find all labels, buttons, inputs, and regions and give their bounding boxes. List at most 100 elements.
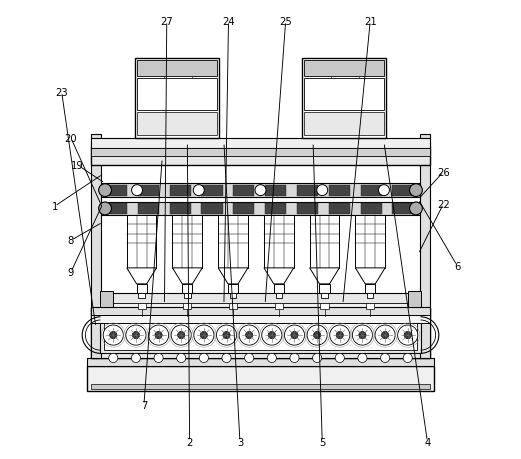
- Text: 27: 27: [160, 17, 173, 27]
- Bar: [137, 79, 217, 111]
- Bar: [275, 303, 283, 309]
- Circle shape: [403, 353, 412, 363]
- Bar: [101, 317, 420, 353]
- Bar: [366, 303, 375, 309]
- Polygon shape: [127, 268, 156, 284]
- Bar: [321, 293, 328, 299]
- Bar: [138, 185, 159, 196]
- Circle shape: [335, 353, 344, 363]
- Circle shape: [267, 353, 277, 363]
- Polygon shape: [172, 268, 202, 284]
- Circle shape: [290, 353, 299, 363]
- Polygon shape: [355, 268, 385, 284]
- Bar: [135, 58, 219, 138]
- Bar: [392, 203, 414, 214]
- Circle shape: [378, 185, 389, 196]
- Circle shape: [330, 325, 350, 345]
- Bar: [228, 284, 238, 294]
- Text: 25: 25: [279, 17, 292, 27]
- Circle shape: [314, 332, 321, 339]
- Text: 6: 6: [454, 261, 460, 271]
- Circle shape: [380, 353, 390, 363]
- Bar: [138, 203, 159, 214]
- Bar: [274, 284, 284, 294]
- Bar: [182, 284, 192, 294]
- Bar: [106, 185, 127, 196]
- Text: 21: 21: [364, 17, 377, 27]
- Bar: [264, 216, 294, 268]
- Bar: [367, 293, 374, 299]
- Circle shape: [268, 332, 276, 339]
- Circle shape: [154, 353, 163, 363]
- Bar: [361, 185, 382, 196]
- Circle shape: [98, 185, 111, 197]
- Bar: [91, 134, 102, 358]
- Circle shape: [410, 185, 423, 197]
- Circle shape: [200, 353, 208, 363]
- Bar: [329, 203, 350, 214]
- Circle shape: [244, 353, 254, 363]
- Bar: [137, 113, 217, 136]
- Text: 26: 26: [437, 168, 450, 178]
- Bar: [172, 216, 202, 268]
- Bar: [265, 203, 286, 214]
- Bar: [137, 61, 217, 77]
- Circle shape: [404, 332, 412, 339]
- Circle shape: [313, 353, 321, 363]
- Circle shape: [200, 332, 207, 339]
- Bar: [408, 291, 420, 307]
- Circle shape: [171, 325, 191, 345]
- Circle shape: [103, 325, 123, 345]
- Text: 23: 23: [55, 88, 68, 98]
- Bar: [137, 284, 146, 294]
- Polygon shape: [264, 268, 294, 284]
- Circle shape: [216, 325, 237, 345]
- Circle shape: [284, 325, 305, 345]
- Bar: [202, 203, 222, 214]
- Circle shape: [336, 332, 343, 339]
- Bar: [101, 291, 113, 307]
- Bar: [218, 216, 248, 268]
- Bar: [319, 284, 330, 294]
- Bar: [183, 303, 191, 309]
- Circle shape: [358, 353, 367, 363]
- Circle shape: [131, 353, 141, 363]
- Circle shape: [109, 353, 118, 363]
- Bar: [202, 185, 222, 196]
- Bar: [102, 303, 419, 308]
- Circle shape: [193, 185, 204, 196]
- Bar: [302, 58, 386, 138]
- Bar: [102, 184, 419, 197]
- Bar: [91, 307, 430, 316]
- Circle shape: [359, 332, 366, 339]
- Bar: [104, 320, 417, 350]
- Text: 2: 2: [187, 437, 193, 447]
- Bar: [233, 203, 254, 214]
- Bar: [91, 138, 430, 148]
- Bar: [329, 185, 350, 196]
- Circle shape: [262, 325, 282, 345]
- Circle shape: [352, 325, 373, 345]
- Bar: [91, 307, 430, 313]
- Bar: [365, 284, 375, 294]
- Bar: [304, 79, 384, 111]
- Polygon shape: [218, 268, 248, 284]
- Circle shape: [132, 185, 143, 196]
- Bar: [91, 385, 430, 389]
- Polygon shape: [309, 268, 339, 284]
- Bar: [102, 293, 419, 305]
- Bar: [139, 293, 145, 299]
- Bar: [91, 316, 430, 323]
- Bar: [170, 185, 191, 196]
- Text: 1: 1: [52, 202, 58, 212]
- Bar: [304, 61, 384, 77]
- Bar: [127, 216, 156, 268]
- Bar: [184, 293, 191, 299]
- Bar: [91, 147, 430, 166]
- Bar: [304, 113, 384, 136]
- Text: 4: 4: [424, 437, 430, 447]
- Text: 8: 8: [68, 236, 74, 246]
- Circle shape: [307, 325, 327, 345]
- Bar: [91, 353, 430, 358]
- Bar: [392, 185, 414, 196]
